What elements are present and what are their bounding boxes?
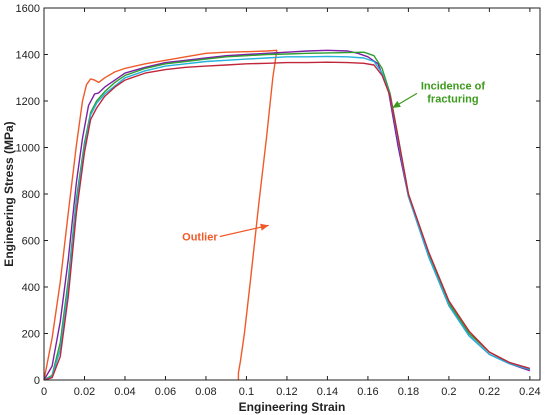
x-tick-label: 0.06 bbox=[155, 386, 176, 398]
x-axis-title: Engineering Strain bbox=[239, 400, 346, 414]
x-tick-label: 0.1 bbox=[239, 386, 254, 398]
y-tick-label: 600 bbox=[22, 236, 40, 248]
series-line-1 bbox=[43, 49, 278, 381]
x-tick-label: 0 bbox=[41, 386, 47, 398]
x-tick-label: 0.22 bbox=[479, 386, 500, 398]
x-tick-label: 0.16 bbox=[357, 386, 378, 398]
y-axis-title: Engineering Stress (MPa) bbox=[2, 121, 16, 266]
y-tick-label: 1400 bbox=[16, 50, 40, 62]
x-tick-label: 0.08 bbox=[195, 386, 216, 398]
x-tick-label: 0.18 bbox=[398, 386, 419, 398]
fracture-annotation-label: Incidence of fracturing bbox=[421, 80, 486, 105]
outlier-annotation-arrow bbox=[219, 224, 269, 238]
ticks-layer: 0 0.02 0.04 0.06 0.08 0.1 0.12 0.14 0.16 0.18 0.2 0… bbox=[16, 3, 541, 398]
y-tick-label: 1000 bbox=[16, 143, 40, 155]
outlier-annotation-label: Outlier bbox=[182, 232, 218, 244]
x-tick-label: 0.04 bbox=[114, 386, 135, 398]
fracture-annotation-label-line: fracturing bbox=[427, 93, 478, 105]
y-tick-label: 0 bbox=[34, 375, 40, 387]
series-layer bbox=[43, 49, 531, 381]
y-tick-label: 1600 bbox=[16, 3, 40, 15]
fracture-annotation-arrowhead bbox=[392, 100, 401, 108]
x-tick-label: 0.14 bbox=[317, 386, 338, 398]
x-tick-label: 0.12 bbox=[276, 386, 297, 398]
y-tick-label: 800 bbox=[22, 189, 40, 201]
annotation-layer: Incidence of fracturing Outlier bbox=[182, 80, 485, 243]
outlier-annotation-label-line: Outlier bbox=[182, 232, 218, 244]
x-tick-label: 0.24 bbox=[519, 386, 540, 398]
x-tick-label: 0.02 bbox=[74, 386, 95, 398]
y-tick-label: 1200 bbox=[16, 96, 40, 108]
y-tick-label: 400 bbox=[22, 282, 40, 294]
y-tick-label: 200 bbox=[22, 329, 40, 341]
x-tick-label: 0.2 bbox=[441, 386, 456, 398]
series-line-5 bbox=[43, 61, 531, 381]
series-line-4 bbox=[43, 55, 531, 381]
fracture-annotation-label-line: Incidence of bbox=[421, 80, 486, 92]
outlier-annotation-arrowhead bbox=[260, 223, 269, 231]
